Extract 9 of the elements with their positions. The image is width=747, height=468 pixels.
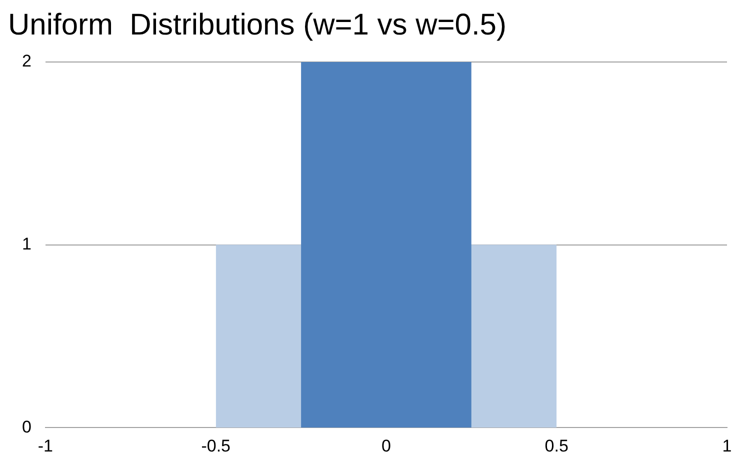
x-tick-label: 1 — [722, 436, 732, 456]
x-tick-label: -0.5 — [201, 436, 230, 456]
x-tick-label: 0 — [381, 436, 391, 456]
x-tick-label: -1 — [38, 436, 54, 456]
chart-title: Uniform Distributions (w=1 vs w=0.5) — [8, 8, 506, 42]
y-tick-label: 0 — [22, 417, 32, 436]
y-tick-label: 1 — [22, 234, 32, 254]
x-tick-label: 0.5 — [544, 436, 568, 456]
y-tick-label: 2 — [22, 52, 32, 71]
